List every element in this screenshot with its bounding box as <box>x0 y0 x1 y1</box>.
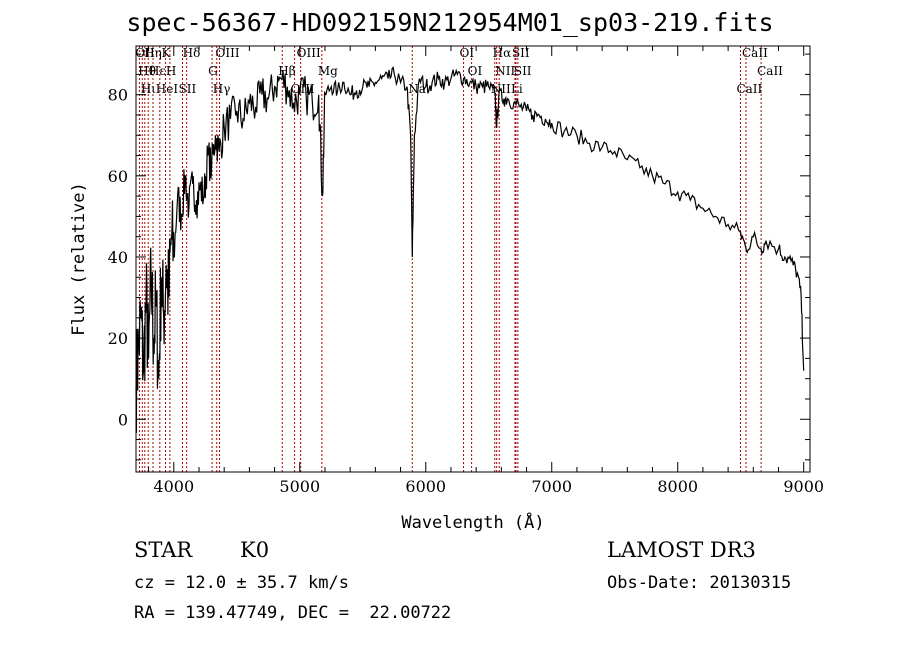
line-label: Mg <box>318 64 338 78</box>
line-markers <box>138 46 762 472</box>
line-label: K <box>161 46 171 60</box>
x-tick-label: 6000 <box>405 477 446 496</box>
y-tick-label: 80 <box>108 86 128 105</box>
spectrum-line <box>135 66 805 433</box>
y-tick-label: 0 <box>118 410 128 429</box>
line-label: SII <box>178 82 196 96</box>
line-label: SII <box>512 46 530 60</box>
line-label: Na <box>408 82 426 96</box>
line-label: Hι <box>141 82 156 96</box>
line-label: Hβ <box>278 64 295 78</box>
line-label: H <box>166 64 176 78</box>
line-label: SII <box>514 64 532 78</box>
redshift-info: cz = 12.0 ± 35.7 km/s <box>134 573 349 593</box>
line-label: OIII <box>216 46 240 60</box>
line-label: G <box>208 64 218 78</box>
plot-frame <box>135 45 811 473</box>
object-subclass: K0 <box>240 538 270 562</box>
line-label: OI <box>460 46 475 60</box>
line-label: HeI <box>156 82 179 96</box>
line-label: OI <box>468 64 483 78</box>
x-tick-label: 4000 <box>153 477 194 496</box>
x-tick-label: 9000 <box>783 477 824 496</box>
line-label: Hα <box>493 46 512 60</box>
y-tick-label: 20 <box>108 329 128 348</box>
line-label: OII <box>135 46 155 60</box>
line-label: CaII <box>742 46 768 60</box>
line-label: OIII <box>297 46 321 60</box>
line-label: Hδ <box>183 46 201 60</box>
x-tick-label: 7000 <box>531 477 572 496</box>
line-label: Hθ <box>138 64 156 78</box>
line-label: CaII <box>757 64 783 78</box>
line-label: CaII <box>736 82 762 96</box>
coordinates-info: RA = 139.47749, DEC = 22.00722 <box>134 603 452 623</box>
axis-ticks: 4000 5000 6000 7000 8000 9000 0 20 40 60 80 <box>108 46 824 496</box>
x-axis-label: Wavelength (Å) <box>401 511 544 533</box>
y-axis-label: Flux (relative) <box>69 182 89 336</box>
observation-date: Obs-Date: 20130315 <box>607 573 792 593</box>
line-label: Hγ <box>213 82 231 96</box>
x-tick-label: 5000 <box>279 477 320 496</box>
line-label: Li <box>511 82 523 96</box>
x-tick-label: 8000 <box>657 477 698 496</box>
line-labels: OIIHθHιHηHεHeIKHSIIHδGHγOIIIHβOIIIOIIIMg… <box>135 46 783 96</box>
y-tick-label: 40 <box>108 248 128 267</box>
chart-title: spec-56367-HD092159N212954M01_sp03-219.f… <box>126 8 774 37</box>
line-label: Hε <box>149 64 166 78</box>
series-layer <box>135 66 805 433</box>
y-tick-label: 60 <box>108 167 128 186</box>
survey-name: LAMOST DR3 <box>607 538 756 562</box>
line-label: Hη <box>144 46 162 60</box>
line-label: NII <box>495 64 515 78</box>
object-class: STAR <box>134 538 193 562</box>
